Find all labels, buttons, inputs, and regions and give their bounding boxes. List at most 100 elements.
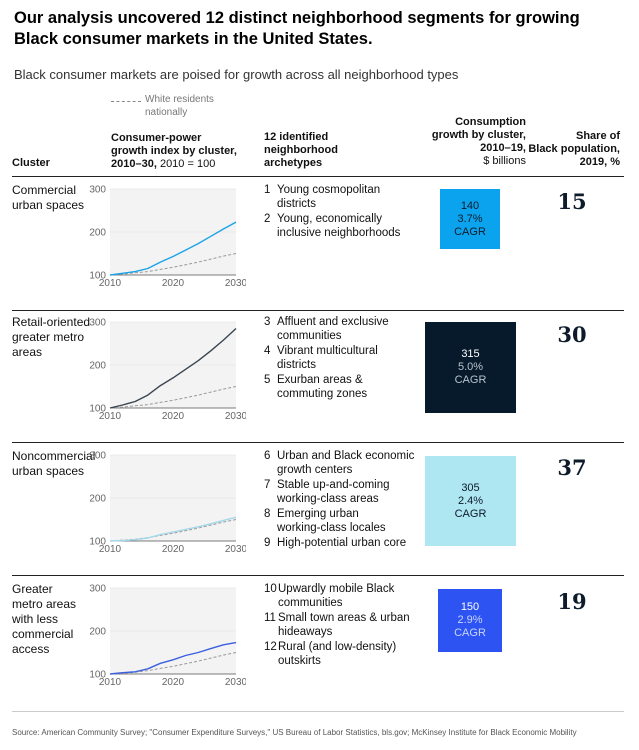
archetype-label: Rural (and low-density) outskirts [278,640,396,668]
archetype-list: 1 Young cosmopolitan districts 2 Young, e… [264,183,424,241]
cluster-series-line [109,221,237,276]
archetype-label-line: hideaways [278,626,333,638]
header-archetypes: 12 identified neighborhood archetypes [264,131,404,170]
archetype-label-line: Exurban areas & [277,374,363,386]
archetype-item: 12 Rural (and low-density) outskirts [264,640,424,668]
population-share: 15 [557,189,587,214]
archetype-number: 11 [264,612,276,624]
consumption-box: 305 2.4% CAGR [425,456,516,546]
archetype-label-line: districts [277,359,316,371]
header-growth-index-line1: Consumer-power [111,132,202,144]
consumption-box: 140 3.7% CAGR [440,189,500,249]
growth-index-chart: 100 200 300 2010 2020 2030 [89,185,246,290]
cluster-name: Greater metro areas with less commercial… [12,582,76,657]
y-tick-label: 200 [89,494,106,505]
header-growth-index-years: 2010–30, [111,158,157,170]
cluster-name-line: Commercial [12,183,77,197]
cluster-name-line: urban spaces [12,464,85,478]
chart-subtitle: Black consumer markets are poised for gr… [14,67,459,82]
archetype-label-line: Urban and Black economic [277,450,415,462]
cluster-name-line: access [12,642,50,656]
cluster-name-line: commercial [12,627,74,641]
header-archetypes-line1: 12 identified [264,131,329,143]
x-tick-label: 2030 [225,544,246,555]
archetype-label-line: Rural (and low-density) [278,641,397,653]
consumption-value: 305 [461,481,480,494]
x-tick-label: 2030 [225,278,246,289]
y-tick-label: 100 [89,404,106,415]
consumption-value: 315 [461,348,480,360]
population-share: 30 [557,322,587,347]
cluster-name-line: Greater [12,582,53,596]
header-consumption-line2: growth by cluster, [431,129,526,141]
archetype-label: High-potential urban core [277,536,406,550]
header-cluster: Cluster [12,157,50,169]
legend-label-line2: nationally [145,107,188,118]
y-tick-label: 200 [89,627,106,638]
header-share-line3: 2019, % [579,156,620,168]
archetype-item: 4 Vibrant multicultural districts [264,344,424,372]
archetype-label: Young cosmopolitan districts [277,183,380,211]
consumption-cagr-label: CAGR [454,374,487,386]
footer-divider [12,711,624,712]
cluster-series-line [109,516,237,542]
archetype-item: 2 Young, economically inclusive neighborh… [264,212,424,240]
cluster-name-line: greater metro [12,330,85,344]
x-tick-label: 2030 [225,411,246,422]
white-residents-series-line [109,386,237,409]
archetype-number: 10 [264,583,277,595]
archetype-item: 7 Stable up-and-coming working-class area… [264,478,424,506]
white-residents-legend-line [111,101,141,102]
archetype-label: Urban and Black economic growth centers [277,449,414,477]
archetype-label-line: Young cosmopolitan [277,184,381,196]
consumption-box: 150 2.9% CAGR [438,589,502,652]
white-residents-series-line [109,253,237,276]
archetype-number: 2 [264,213,271,225]
header-consumption: Consumption growth by cluster, 2010–19, … [418,116,526,168]
x-tick-label: 2020 [162,411,185,422]
archetype-number: 5 [264,374,271,386]
archetype-label: Affluent and exclusive communities [277,315,389,343]
y-tick-label: 200 [89,361,106,372]
cluster-name-line: Noncommercial [12,449,96,463]
cluster-name-line: Retail-oriented [12,315,91,329]
archetype-number: 12 [264,641,277,653]
header-consumption-line3: 2010–19, [480,142,526,154]
archetype-item: 11 Small town areas & urban hideaways [264,611,424,639]
page-title: Our analysis uncovered 12 distinct neigh… [14,9,580,48]
archetype-label-line: Emerging urban [277,508,359,520]
cluster-name-line: areas [12,345,43,359]
archetype-label-line: outskirts [278,655,321,667]
archetype-list: 6 Urban and Black economic growth centers… [264,449,424,551]
archetype-label-line: Young, economically [277,213,383,225]
archetype-label-line: Stable up-and-coming [277,479,390,491]
x-tick-label: 2010 [99,411,122,422]
archetype-label: Vibrant multicultural districts [277,344,378,372]
archetype-label-line: districts [277,198,316,210]
row-divider [12,442,624,443]
header-share-line1: Share of [575,130,620,142]
archetype-label: Small town areas & urban hideaways [278,611,410,639]
archetype-label: Emerging urban working-class locales [277,507,386,535]
archetype-item: 3 Affluent and exclusive communities [264,315,424,343]
consumption-cagr-label: CAGR [454,507,487,520]
archetype-item: 5 Exurban areas & commuting zones [264,373,424,401]
x-tick-label: 2010 [99,278,122,289]
archetype-label-line: growth centers [277,464,353,476]
growth-index-chart: 100 200 300 2010 2020 2030 [89,584,246,689]
y-tick-label: 100 [89,670,106,681]
archetype-label-line: inclusive neighborhoods [277,227,401,239]
cluster-name-line: metro areas [12,597,77,611]
archetype-label-line: communities [277,330,342,342]
archetype-item: 8 Emerging urban working-class locales [264,507,424,535]
consumption-box: 315 5.0% CAGR [425,322,516,413]
y-tick-label: 300 [89,584,106,595]
archetype-label: Stable up-and-coming working-class areas [277,478,390,506]
archetype-label-line: Vibrant multicultural [277,345,378,357]
cluster-series-line [109,641,237,675]
archetype-label-line: Upwardly mobile Black [278,583,395,595]
archetype-label: Young, economically inclusive neighborhoo… [277,212,400,240]
archetype-number: 9 [264,537,271,549]
archetype-list: 10 Upwardly mobile Black communities 11 S… [264,582,424,669]
x-tick-label: 2020 [162,278,185,289]
